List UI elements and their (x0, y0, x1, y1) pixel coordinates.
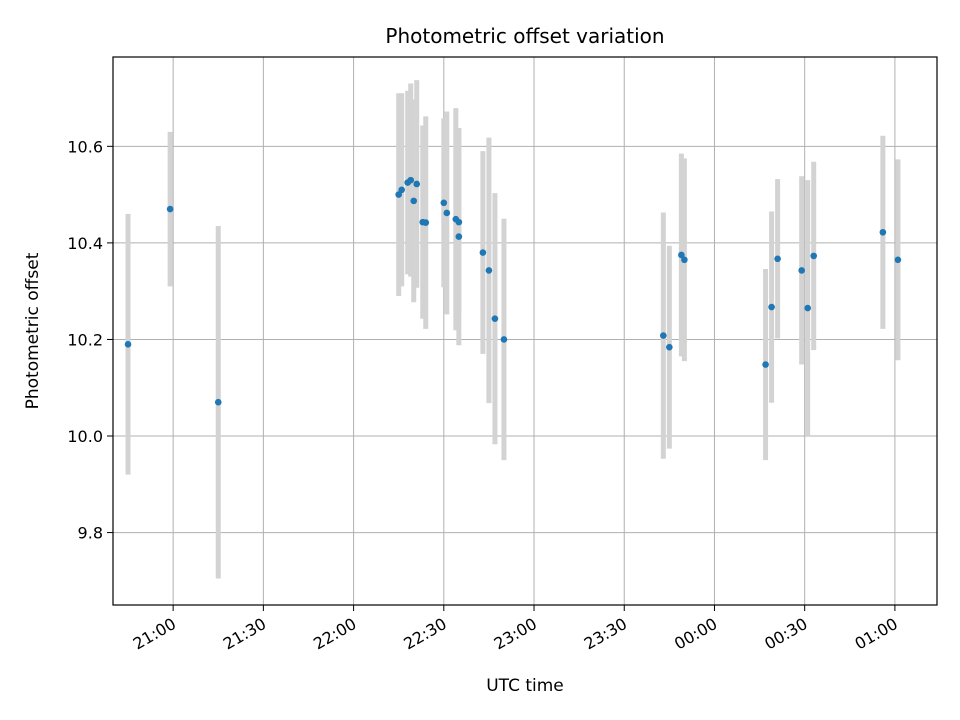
data-point (124, 340, 132, 348)
y-tick-label: 10.2 (67, 330, 103, 349)
data-point (395, 191, 402, 198)
data-point (774, 255, 781, 263)
data-point (879, 228, 887, 236)
data-point (440, 199, 448, 207)
data-point (455, 233, 463, 240)
data-point (491, 315, 499, 322)
plot-area-frame (112, 56, 938, 606)
data-point (804, 304, 811, 312)
data-point (214, 398, 222, 406)
data-point (166, 205, 174, 213)
data-point (443, 209, 451, 217)
data-point (398, 186, 406, 194)
data-point (681, 256, 688, 264)
data-point (500, 336, 508, 343)
y-axis-ticks: 9.8 10.0 10.2 10.4 10.6 (67, 137, 113, 543)
data-point (455, 218, 463, 226)
data-point (407, 176, 415, 184)
data-point (413, 180, 421, 188)
data-points (124, 176, 902, 406)
y-tick-label: 10.6 (67, 137, 103, 156)
data-point (678, 251, 685, 259)
data-point (660, 332, 667, 339)
y-tick-label: 10.0 (67, 427, 103, 446)
data-point (894, 256, 902, 264)
data-point (479, 249, 487, 256)
y-tick-label: 9.8 (78, 524, 103, 543)
y-axis-title: Photometric offset (23, 252, 43, 409)
data-point (410, 197, 418, 205)
data-point (768, 303, 775, 311)
chart-title: Photometric offset variation (385, 24, 664, 48)
data-point (810, 252, 818, 260)
data-point (485, 267, 493, 274)
data-point (762, 361, 769, 368)
x-axis-title: UTC time (486, 676, 564, 696)
y-tick-label: 10.4 (67, 234, 103, 253)
data-point (798, 267, 805, 274)
data-point (666, 343, 673, 351)
data-point (422, 219, 430, 226)
